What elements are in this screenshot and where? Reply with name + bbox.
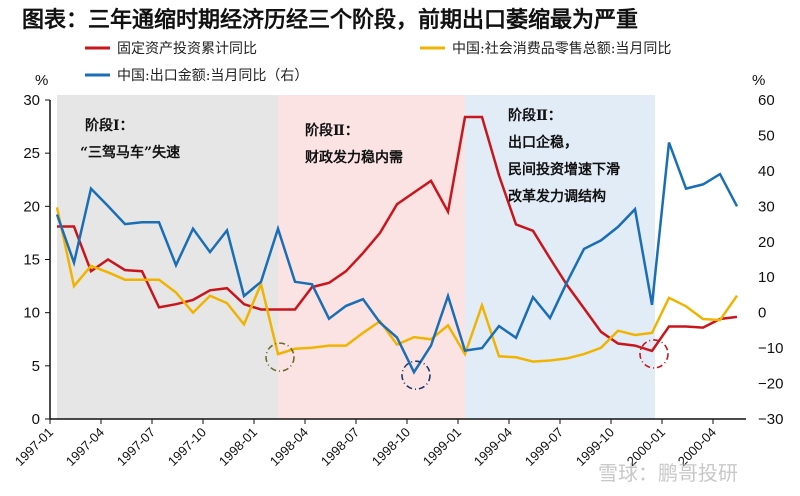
period-label: 财政发力稳内需 [304,149,403,166]
right-tick-label: 50 [758,127,775,144]
right-tick-label: 40 [758,163,775,180]
legend-label: 中国:出口金额:当月同比（右） [117,68,308,84]
period-label: “三驾马车”失速 [80,144,180,161]
right-tick-label: −20 [758,376,783,393]
series-lines [55,115,739,391]
left-tick-label: 0 [32,411,40,428]
watermark: 雪球：鹏哥投研 [598,461,738,485]
period-annotations: 阶段Ⅰ：“三驾马车”失速阶段Ⅱ：财政发力稳内需阶段Ⅱ：出口企稳，民间投资增速下滑… [80,107,620,205]
chart-title: 图表：三年通缩时期经济历经三个阶段，前期出口萎缩最为严重 [22,7,638,33]
period-band [465,95,655,419]
period-label: 改革发力调结构 [508,188,606,205]
x-tick-label: 1999-07 [522,425,566,469]
x-tick-label: 1997-04 [63,425,107,469]
right-tick-label: 0 [758,305,766,322]
x-tick-label: 1999-04 [471,425,515,469]
legend-label: 固定资产投资累计同比 [117,41,257,57]
x-tick-label: 1998-07 [318,425,362,469]
x-tick-label: 1997-01 [12,425,56,469]
left-tick-label: 30 [23,92,40,109]
highlight-circle [265,342,295,372]
period-band [57,95,278,419]
x-tick-label: 1998-04 [267,425,311,469]
highlight-circle [639,339,669,369]
period-band [278,95,465,419]
legend-label: 中国:社会消费品零售总额:当月同比 [452,41,671,57]
period-label: 民间投资增速下滑 [508,161,620,178]
left-tick-label: 10 [23,305,40,322]
left-axis-unit: % [35,72,48,89]
right-tick-label: 30 [758,198,775,215]
left-tick-label: 15 [23,252,40,269]
period-label: 出口企稳， [508,134,578,151]
left-tick-label: 25 [23,145,40,162]
x-tick-label: 1998-10 [369,425,413,469]
period-label: 阶段Ⅱ： [508,107,562,124]
right-tick-label: 10 [758,269,775,286]
right-tick-label: 60 [758,92,775,109]
right-tick-label: −30 [758,411,783,428]
period-label: 阶段Ⅰ： [85,117,134,134]
x-tick-label: 1997-07 [114,425,158,469]
right-axis-unit: % [752,72,765,89]
highlight-circle [401,360,431,391]
right-tick-label: 20 [758,234,775,251]
legend: 固定资产投资累计同比 中国:社会消费品零售总额:当月同比中国:出口金额:当月同比（… [85,41,671,84]
period-label: 阶段Ⅱ： [305,122,359,139]
x-tick-label: 1997-10 [165,425,209,469]
x-tick-label: 1999-01 [420,425,464,469]
left-tick-label: 20 [23,198,40,215]
right-tick-label: −10 [758,340,783,357]
period-bands [57,95,655,419]
x-tick-label: 1998-01 [216,425,260,469]
left-tick-label: 5 [32,358,40,375]
